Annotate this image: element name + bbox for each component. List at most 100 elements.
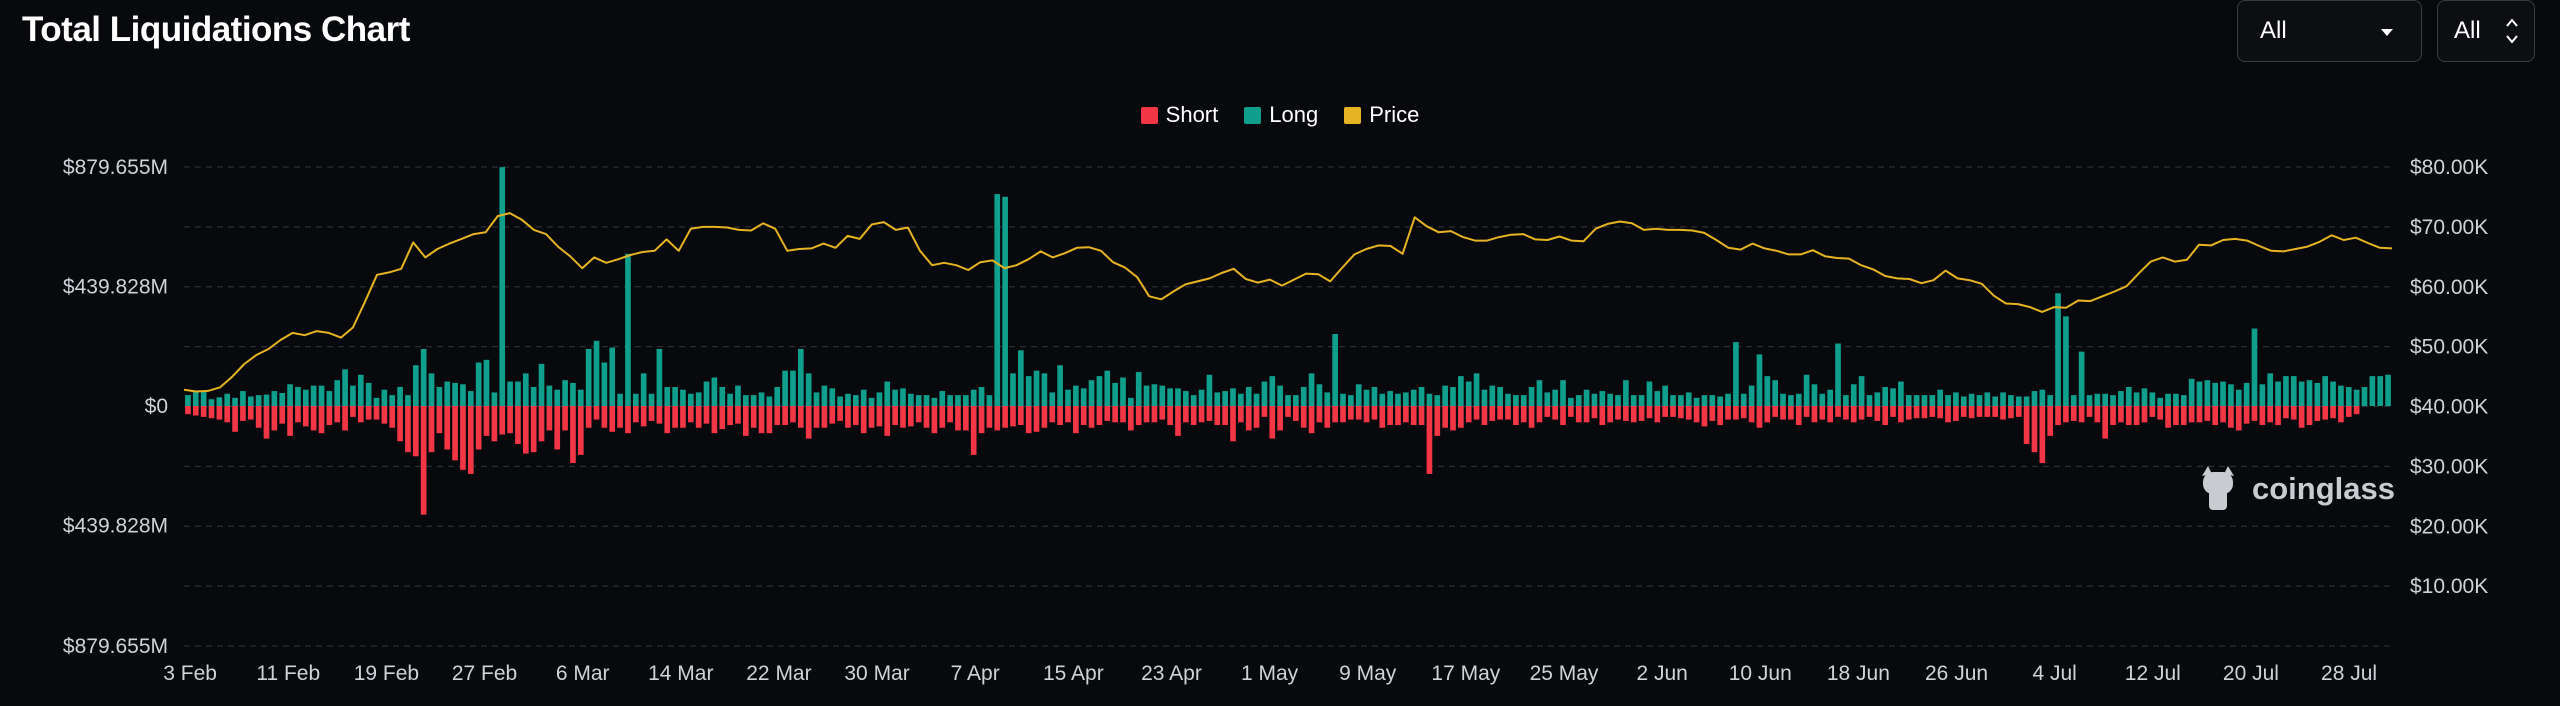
short-bar <box>326 406 333 426</box>
long-bar <box>1002 196 1008 406</box>
long-bar <box>1465 381 1472 406</box>
short-bar <box>2015 406 2022 417</box>
short-bar <box>2173 406 2179 426</box>
long-bar <box>821 385 828 406</box>
short-bar <box>1803 406 1810 417</box>
long-bar <box>224 393 231 406</box>
short-bar <box>1167 406 1173 426</box>
long-bar <box>2322 376 2329 406</box>
long-bar <box>208 399 215 406</box>
short-bar <box>1473 406 1480 420</box>
legend-item-short[interactable]: Short <box>1140 102 1218 128</box>
short-bar <box>1371 406 1378 420</box>
long-bar <box>1882 386 1889 406</box>
short-bar <box>939 406 946 428</box>
short-bar <box>2188 406 2195 423</box>
long-bar <box>334 380 341 406</box>
long-bar <box>2361 386 2368 406</box>
long-bar <box>1560 380 1566 406</box>
short-bar <box>892 406 898 426</box>
long-bar <box>2039 389 2046 406</box>
long-bar <box>255 395 262 406</box>
long-bar <box>1300 386 1307 406</box>
short-bar <box>1772 406 1779 417</box>
short-bar <box>955 406 961 431</box>
short-bar <box>2314 406 2321 421</box>
short-bar <box>1678 406 1684 419</box>
long-bar <box>2204 380 2211 406</box>
short-bar <box>837 406 843 421</box>
long-bar <box>923 395 930 406</box>
short-bars <box>185 406 2360 515</box>
long-bar <box>1544 392 1551 406</box>
long-bar <box>1599 391 1606 406</box>
short-bar <box>1465 406 1472 423</box>
short-bar <box>1913 406 1920 419</box>
short-bar <box>452 406 458 461</box>
long-bar <box>829 388 836 406</box>
short-bar <box>1096 406 1103 426</box>
long-bar <box>2070 395 2077 406</box>
y-axis-right: $80.00K $70.00K $60.00K $50.00K $40.00K $30.0… <box>2410 156 2488 598</box>
short-bar <box>2322 406 2329 420</box>
short-bar <box>1159 406 1166 420</box>
long-bar <box>2086 395 2093 406</box>
range-select[interactable]: All <box>2237 0 2422 62</box>
x-tick-label: 26 Jun <box>1925 662 1988 685</box>
long-bar <box>1591 393 1598 406</box>
long-bar <box>2235 389 2242 406</box>
price-line <box>183 212 2393 393</box>
long-bar <box>1764 376 1771 406</box>
short-bar <box>687 406 694 423</box>
short-bar <box>1575 406 1582 423</box>
long-bars <box>185 167 2391 406</box>
coin-select[interactable]: All <box>2437 0 2535 62</box>
short-bar <box>601 406 608 428</box>
long-bar <box>1575 395 1582 406</box>
legend-item-price[interactable]: Price <box>1344 102 1419 128</box>
long-bar <box>963 395 969 406</box>
long-bar <box>326 391 333 406</box>
short-bar <box>648 406 655 421</box>
short-bar <box>908 406 914 427</box>
long-bar <box>1340 393 1346 406</box>
long-bar <box>1261 381 1268 406</box>
long-bar <box>2298 381 2305 406</box>
long-bar <box>1269 376 1276 406</box>
long-bar <box>1740 393 1747 406</box>
long-bar <box>1151 384 1158 406</box>
long-bar <box>271 391 278 406</box>
short-bar <box>2055 406 2061 426</box>
y-right-tick-label: $80.00K <box>2410 156 2488 179</box>
short-bar <box>680 406 686 428</box>
long-bar <box>499 167 506 406</box>
long-bar <box>1128 397 1134 406</box>
long-bar <box>1733 342 1739 406</box>
short-bar <box>2275 406 2281 426</box>
short-bar <box>1725 406 1731 420</box>
short-bar <box>656 406 663 424</box>
short-bar <box>711 406 718 434</box>
short-bar <box>664 406 671 434</box>
short-bar <box>782 406 788 426</box>
short-bar <box>1434 406 1441 436</box>
short-bar <box>208 406 215 419</box>
long-bar <box>1190 395 1197 406</box>
x-tick-label: 30 Mar <box>844 662 909 685</box>
short-bar <box>2023 406 2030 445</box>
long-bar <box>2228 384 2234 406</box>
short-bar <box>766 406 773 434</box>
short-bar <box>1693 406 1700 423</box>
short-bar <box>1536 406 1543 423</box>
legend-item-long[interactable]: Long <box>1244 102 1318 128</box>
short-bar <box>986 406 993 428</box>
long-bar <box>2212 382 2219 406</box>
long-bar <box>915 395 922 406</box>
long-bar <box>1363 389 1370 406</box>
short-bar <box>483 406 490 436</box>
long-bar <box>813 392 820 406</box>
long-bar <box>1395 393 1401 406</box>
short-bar <box>200 406 207 417</box>
short-bar <box>1599 406 1606 426</box>
short-bar <box>994 406 1001 431</box>
